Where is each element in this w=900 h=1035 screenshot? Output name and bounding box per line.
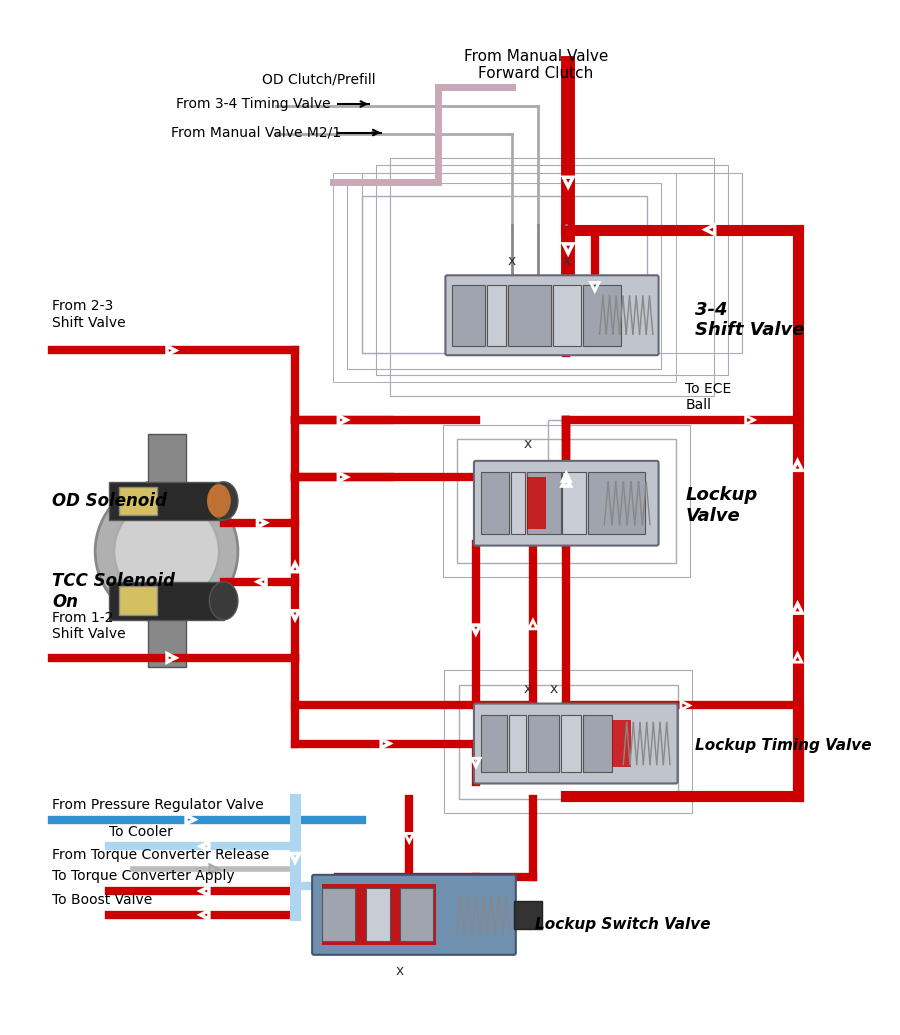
- Bar: [445, 671, 692, 814]
- Bar: [487, 285, 507, 346]
- Polygon shape: [110, 482, 223, 520]
- Text: TCC Solenoid
On: TCC Solenoid On: [52, 572, 176, 611]
- Text: To Cooler: To Cooler: [110, 825, 174, 838]
- Bar: [148, 534, 185, 668]
- Text: To Torque Converter Apply: To Torque Converter Apply: [52, 869, 235, 884]
- Polygon shape: [110, 582, 223, 620]
- Text: x: x: [523, 438, 531, 451]
- Bar: [452, 285, 485, 346]
- Circle shape: [114, 499, 219, 603]
- Bar: [376, 166, 728, 375]
- Bar: [481, 715, 508, 772]
- FancyBboxPatch shape: [474, 704, 678, 783]
- Bar: [527, 477, 546, 529]
- Bar: [612, 719, 631, 767]
- Bar: [553, 285, 581, 346]
- Text: From 1-2
Shift Valve: From 1-2 Shift Valve: [52, 611, 126, 641]
- Bar: [347, 183, 662, 368]
- Ellipse shape: [207, 484, 230, 518]
- Text: Lockup Timing Valve: Lockup Timing Valve: [695, 738, 871, 752]
- Text: 3-4
Shift Valve: 3-4 Shift Valve: [695, 300, 805, 339]
- Bar: [457, 439, 676, 563]
- Text: OD Clutch/Prefill: OD Clutch/Prefill: [262, 72, 375, 86]
- Bar: [508, 285, 551, 346]
- Bar: [362, 197, 647, 353]
- Text: From 3-4 Timing Valve: From 3-4 Timing Valve: [176, 97, 330, 111]
- Bar: [119, 486, 157, 515]
- Bar: [509, 715, 526, 772]
- Text: Lockup Switch Valve: Lockup Switch Valve: [535, 917, 710, 932]
- Text: From Manual Valve M2/1: From Manual Valve M2/1: [171, 125, 341, 140]
- Bar: [321, 884, 436, 945]
- Bar: [511, 472, 563, 534]
- Text: To ECE
Ball: To ECE Ball: [685, 382, 732, 412]
- Bar: [148, 435, 185, 567]
- Bar: [583, 285, 622, 346]
- Bar: [391, 158, 714, 396]
- Bar: [366, 888, 391, 942]
- Bar: [514, 900, 543, 929]
- FancyBboxPatch shape: [474, 461, 659, 545]
- Circle shape: [95, 480, 238, 623]
- Bar: [321, 888, 355, 942]
- Bar: [528, 715, 559, 772]
- Text: From Manual Valve
Forward Clutch: From Manual Valve Forward Clutch: [464, 49, 608, 81]
- Text: OD Solenoid: OD Solenoid: [52, 492, 167, 510]
- Bar: [119, 587, 157, 615]
- Ellipse shape: [210, 582, 238, 620]
- Bar: [443, 424, 690, 576]
- Text: From 2-3
Shift Valve: From 2-3 Shift Valve: [52, 299, 126, 329]
- Text: x: x: [550, 682, 558, 696]
- Bar: [333, 173, 676, 382]
- Text: x: x: [562, 254, 571, 268]
- Bar: [562, 472, 586, 534]
- Bar: [362, 173, 742, 353]
- Text: From Pressure Regulator Valve: From Pressure Regulator Valve: [52, 798, 264, 812]
- Bar: [481, 472, 509, 534]
- Ellipse shape: [210, 482, 238, 520]
- Text: x: x: [524, 682, 532, 696]
- Bar: [459, 684, 678, 799]
- Text: From Torque Converter Release: From Torque Converter Release: [52, 848, 270, 861]
- Text: x: x: [508, 254, 516, 268]
- Bar: [588, 472, 645, 534]
- Bar: [527, 472, 561, 534]
- Bar: [511, 472, 526, 534]
- Text: To Boost Valve: To Boost Valve: [52, 893, 153, 908]
- Bar: [548, 420, 567, 543]
- FancyBboxPatch shape: [446, 275, 659, 355]
- Bar: [583, 715, 612, 772]
- Text: x: x: [396, 965, 404, 978]
- Bar: [400, 888, 433, 942]
- Bar: [561, 715, 581, 772]
- FancyBboxPatch shape: [312, 875, 516, 955]
- Text: Lockup
Valve: Lockup Valve: [685, 486, 758, 525]
- Bar: [487, 285, 554, 346]
